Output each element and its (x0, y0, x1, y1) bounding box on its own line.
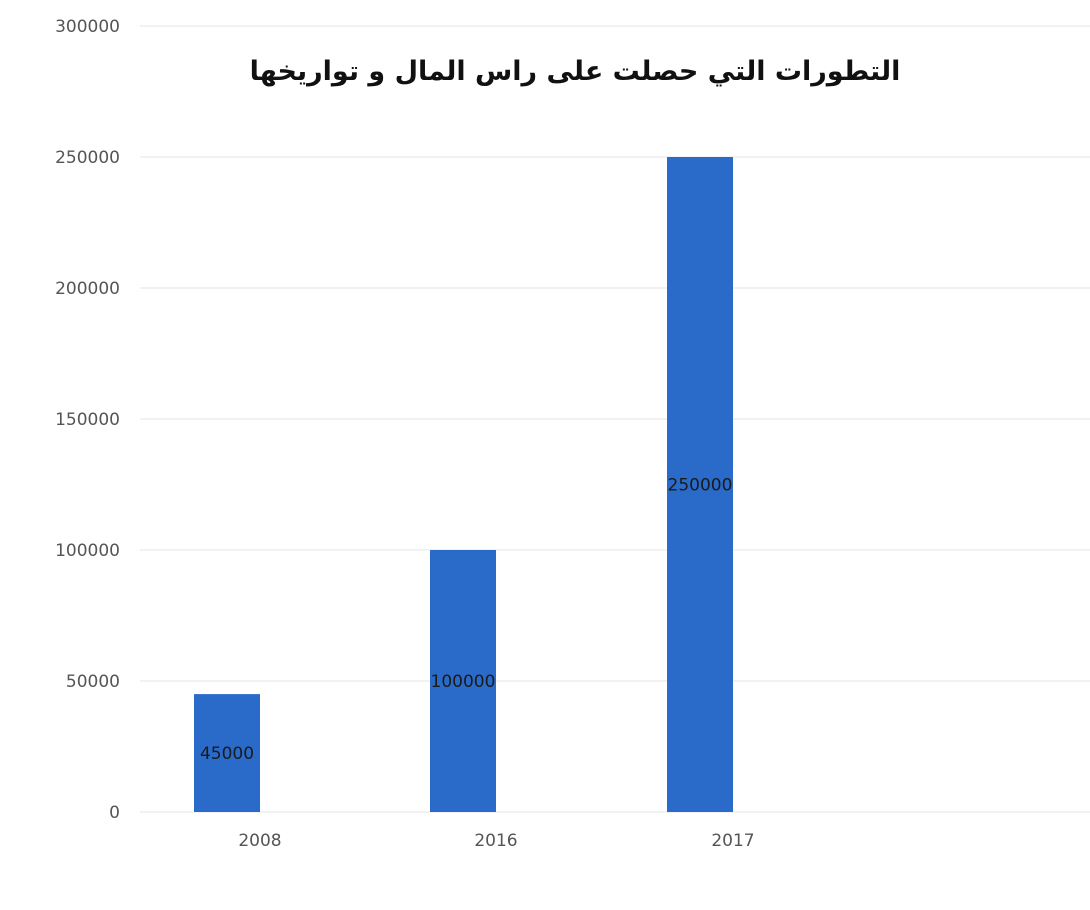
bars (194, 157, 733, 812)
y-tick-label: 150000 (55, 410, 120, 430)
data-label: 100000 (431, 672, 496, 692)
y-tick-label: 0 (109, 803, 120, 823)
y-tick-label: 200000 (55, 279, 120, 299)
x-axis-tick-labels: 2008 2016 2017 (238, 831, 754, 851)
y-tick-label: 100000 (55, 541, 120, 561)
gridlines (140, 25, 1090, 813)
y-tick-label: 50000 (66, 672, 120, 692)
data-labels: 45000 100000 250000 (200, 476, 733, 765)
y-tick-label: 250000 (55, 148, 120, 168)
x-tick-label: 2017 (711, 831, 754, 851)
bar (430, 550, 496, 812)
bar (194, 694, 260, 812)
x-tick-label: 2008 (238, 831, 281, 851)
bar (667, 157, 733, 812)
data-label: 45000 (200, 744, 254, 764)
x-tick-label: 2016 (474, 831, 517, 851)
y-axis-tick-labels: 0 50000 100000 150000 200000 250000 300000 (55, 17, 120, 823)
y-tick-label: 300000 (55, 17, 120, 37)
data-label: 250000 (668, 476, 733, 496)
chart-title: التطورات التي حصلت على راس المال و تواري… (250, 56, 901, 87)
